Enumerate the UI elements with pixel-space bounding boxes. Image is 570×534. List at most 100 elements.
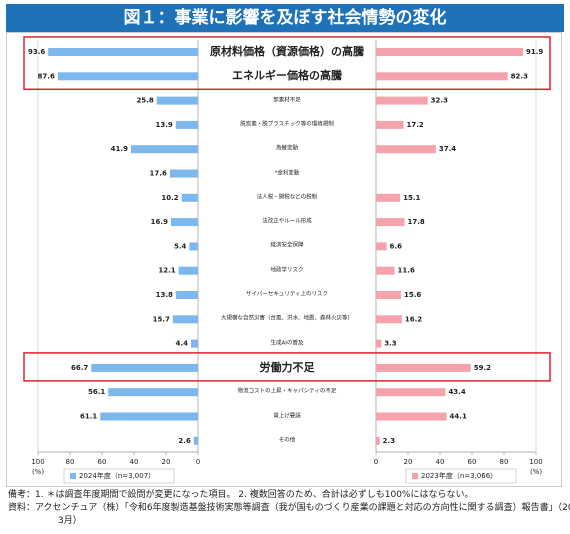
category-label: 物流コストの上昇・キャパシティの不足 bbox=[237, 388, 337, 395]
bar bbox=[57, 72, 199, 81]
category-label: 為替変動 bbox=[275, 145, 298, 152]
note: 備考：1. ＊は調査年度期間で設問が変更になった項目。 2. 複数回答のため、合… bbox=[8, 490, 474, 500]
bar bbox=[376, 72, 508, 81]
x-tick-label: 80 bbox=[66, 458, 75, 466]
category-label: 労働力不足 bbox=[259, 361, 315, 375]
bar bbox=[376, 48, 524, 56]
value-label: 3.3 bbox=[384, 340, 397, 348]
bar bbox=[376, 96, 428, 105]
legend-border bbox=[63, 468, 175, 484]
value-label: 25.8 bbox=[136, 97, 153, 105]
note: 資料：アクセンチュア（株）「令和6年度製造基盤技術実態等調査（我が国ものづくり産… bbox=[8, 503, 570, 526]
x-tick-label: 0 bbox=[374, 458, 378, 466]
bar bbox=[376, 388, 446, 397]
category-label: 原材料価格（資源価格）の高騰 bbox=[210, 45, 364, 59]
bar bbox=[376, 436, 380, 445]
category-label: 賃上げ要請 bbox=[273, 412, 301, 419]
bar bbox=[376, 266, 395, 275]
category-label: 脱炭素・脱プラスチック等の環境規制 bbox=[240, 121, 334, 128]
bar bbox=[156, 96, 198, 105]
bar bbox=[376, 315, 402, 324]
bar bbox=[169, 169, 198, 178]
value-label: 91.9 bbox=[526, 48, 543, 56]
bar bbox=[190, 339, 198, 348]
legend-label: 2023年度（n=3,066） bbox=[421, 471, 497, 480]
value-label: 13.9 bbox=[155, 121, 172, 129]
category-label: 法改正やルール形成 bbox=[262, 218, 312, 225]
value-label: 87.6 bbox=[38, 72, 55, 80]
bar bbox=[376, 339, 382, 348]
x-tick-label: 40 bbox=[436, 458, 445, 466]
bar bbox=[91, 363, 198, 372]
x-tick-label: 20 bbox=[404, 458, 413, 466]
bar bbox=[376, 218, 405, 227]
bar bbox=[376, 412, 447, 421]
bar bbox=[108, 388, 198, 397]
category-label: 大規模な自然災害（台風、洪水、地震、森林火災等） bbox=[220, 315, 353, 322]
category-label: 経済安全保障 bbox=[270, 242, 304, 249]
x-tick-label: 100 bbox=[529, 458, 542, 466]
value-label: 32.3 bbox=[431, 97, 448, 105]
value-label: 15.7 bbox=[153, 315, 170, 323]
bar bbox=[181, 193, 198, 202]
bar bbox=[376, 291, 401, 299]
bar bbox=[175, 291, 198, 299]
value-label: 12.1 bbox=[158, 267, 175, 275]
legend-label: 2024年度（n=3,007） bbox=[79, 471, 155, 480]
value-label: 59.2 bbox=[474, 364, 491, 372]
x-tick-label: 0 bbox=[196, 458, 200, 466]
value-label: 16.2 bbox=[405, 315, 422, 323]
category-label: その他 bbox=[278, 437, 296, 444]
value-label: 82.3 bbox=[511, 72, 528, 80]
value-label: 41.9 bbox=[111, 145, 128, 153]
value-label: 5.4 bbox=[174, 242, 187, 250]
bar bbox=[170, 218, 198, 227]
value-label: 44.1 bbox=[450, 413, 467, 421]
value-label: 17.8 bbox=[407, 218, 424, 226]
value-label: 56.1 bbox=[88, 388, 105, 396]
x-tick-label: 80 bbox=[500, 458, 509, 466]
category-label: 部素材不足 bbox=[273, 96, 301, 103]
bar bbox=[48, 48, 198, 56]
value-label: 17.2 bbox=[407, 121, 424, 129]
legend-swatch bbox=[70, 473, 76, 479]
chart-title: 図１：事業に影響を及ぼす社会情勢の変化 bbox=[6, 4, 564, 32]
bar bbox=[193, 436, 198, 445]
value-label: 2.6 bbox=[178, 437, 191, 445]
value-label: 4.4 bbox=[176, 340, 189, 348]
value-label: 15.1 bbox=[403, 194, 420, 202]
category-label: エネルギー価格の高騰 bbox=[232, 69, 342, 83]
value-label: 66.7 bbox=[71, 364, 88, 372]
value-label: 93.6 bbox=[28, 48, 45, 56]
bar bbox=[376, 363, 471, 372]
legend-swatch bbox=[412, 473, 418, 479]
bar bbox=[100, 412, 198, 421]
bar bbox=[175, 120, 198, 129]
category-label: *金利変動 bbox=[274, 169, 300, 176]
legend-border bbox=[405, 468, 517, 484]
x-unit-label: (%) bbox=[530, 468, 542, 476]
bar bbox=[376, 242, 387, 251]
category-label: 生成AIの普及 bbox=[270, 339, 304, 346]
bar bbox=[172, 315, 198, 324]
bar bbox=[376, 193, 401, 202]
value-label: 37.4 bbox=[439, 145, 456, 153]
value-label: 17.6 bbox=[150, 170, 167, 178]
value-label: 16.9 bbox=[151, 218, 168, 226]
category-label: 地政学リスク bbox=[270, 266, 304, 273]
value-label: 15.6 bbox=[404, 291, 421, 299]
bar bbox=[376, 145, 436, 154]
x-unit-label: (%) bbox=[32, 468, 44, 476]
value-label: 2.3 bbox=[383, 437, 396, 445]
x-tick-label: 60 bbox=[468, 458, 477, 466]
x-tick-label: 100 bbox=[31, 458, 44, 466]
value-label: 13.8 bbox=[156, 291, 173, 299]
x-tick-label: 20 bbox=[162, 458, 171, 466]
category-label: 法人税・関税などの税制 bbox=[256, 194, 318, 201]
value-label: 10.2 bbox=[161, 194, 178, 202]
value-label: 6.6 bbox=[390, 242, 403, 250]
highlight-box bbox=[23, 36, 551, 91]
value-label: 61.1 bbox=[80, 413, 97, 421]
